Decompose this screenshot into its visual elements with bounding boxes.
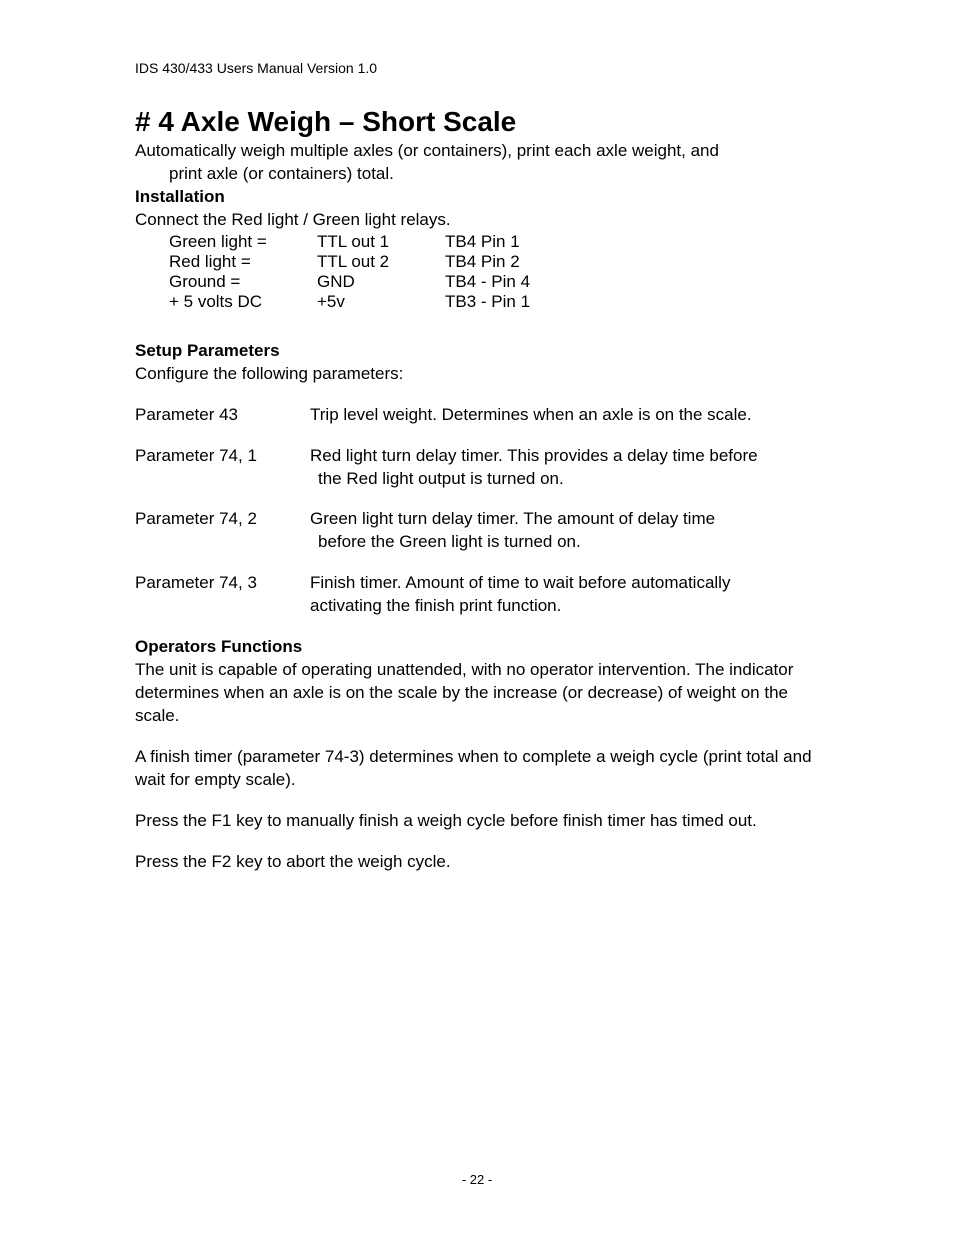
param-desc-line: Red light turn delay timer. This provide…	[310, 445, 819, 468]
cell: TB3 - Pin 1	[445, 292, 558, 312]
page-title: # 4 Axle Weigh – Short Scale	[135, 106, 819, 138]
cell: TTL out 1	[317, 232, 445, 252]
param-label: Parameter 74, 2	[135, 508, 310, 554]
table-row: Ground = GND TB4 - Pin 4	[169, 272, 558, 292]
param-desc: Finish timer. Amount of time to wait bef…	[310, 572, 819, 618]
page-container: IDS 430/433 Users Manual Version 1.0 # 4…	[0, 0, 954, 1235]
param-row: Parameter 43 Trip level weight. Determin…	[135, 404, 819, 427]
cell: Red light =	[169, 252, 317, 272]
cell: TB4 Pin 1	[445, 232, 558, 252]
table-row: + 5 volts DC +5v TB3 - Pin 1	[169, 292, 558, 312]
doc-header: IDS 430/433 Users Manual Version 1.0	[135, 60, 819, 76]
setup-text: Configure the following parameters:	[135, 363, 819, 386]
cell: TB4 Pin 2	[445, 252, 558, 272]
param-desc-line: Green light turn delay timer. The amount…	[310, 508, 819, 531]
param-desc-line: Finish timer. Amount of time to wait bef…	[310, 572, 819, 595]
param-label: Parameter 43	[135, 404, 310, 427]
table-row: Red light = TTL out 2 TB4 Pin 2	[169, 252, 558, 272]
cell: Green light =	[169, 232, 317, 252]
cell: Ground =	[169, 272, 317, 292]
table-row: Green light = TTL out 1 TB4 Pin 1	[169, 232, 558, 252]
param-desc: Red light turn delay timer. This provide…	[310, 445, 819, 491]
param-desc: Green light turn delay timer. The amount…	[310, 508, 819, 554]
param-desc-line: the Red light output is turned on.	[310, 468, 819, 491]
operators-p2: A finish timer (parameter 74-3) determin…	[135, 746, 819, 792]
cell: +5v	[317, 292, 445, 312]
param-desc-line: Trip level weight. Determines when an ax…	[310, 404, 819, 427]
operators-p3: Press the F1 key to manually finish a we…	[135, 810, 819, 833]
param-row: Parameter 74, 1 Red light turn delay tim…	[135, 445, 819, 491]
param-desc-line: before the Green light is turned on.	[310, 531, 819, 554]
installation-text: Connect the Red light / Green light rela…	[135, 209, 819, 232]
param-label: Parameter 74, 3	[135, 572, 310, 618]
intro-line-2: print axle (or containers) total.	[135, 163, 819, 186]
cell: + 5 volts DC	[169, 292, 317, 312]
param-desc: Trip level weight. Determines when an ax…	[310, 404, 819, 427]
cell: TTL out 2	[317, 252, 445, 272]
setup-heading: Setup Parameters	[135, 340, 819, 363]
operators-heading: Operators Functions	[135, 636, 819, 659]
connection-table: Green light = TTL out 1 TB4 Pin 1 Red li…	[169, 232, 558, 312]
param-row: Parameter 74, 3 Finish timer. Amount of …	[135, 572, 819, 618]
operators-p4: Press the F2 key to abort the weigh cycl…	[135, 851, 819, 874]
param-desc-line: activating the finish print function.	[310, 595, 819, 618]
operators-p1: The unit is capable of operating unatten…	[135, 659, 819, 728]
param-label: Parameter 74, 1	[135, 445, 310, 491]
installation-heading: Installation	[135, 186, 819, 209]
param-row: Parameter 74, 2 Green light turn delay t…	[135, 508, 819, 554]
cell: TB4 - Pin 4	[445, 272, 558, 292]
intro-line-1: Automatically weigh multiple axles (or c…	[135, 140, 819, 163]
page-number: - 22 -	[0, 1172, 954, 1187]
cell: GND	[317, 272, 445, 292]
